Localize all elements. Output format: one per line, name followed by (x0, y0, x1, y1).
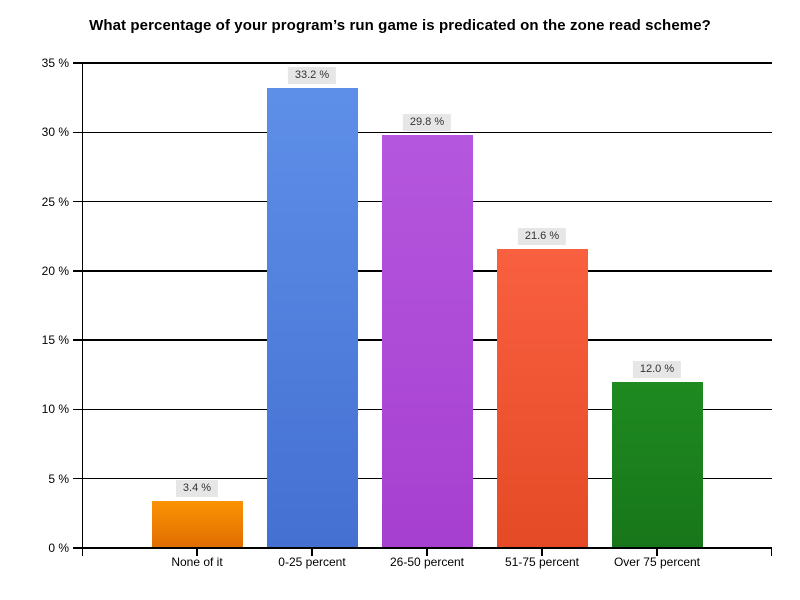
y-axis-tick (73, 131, 82, 134)
y-axis-tick (73, 270, 82, 272)
plot-area: 3.4 % 33.2 % 29.8 % 21.6 % 12.0 % (82, 62, 772, 549)
x-axis-tick (541, 549, 543, 556)
x-axis-end-tick (770, 549, 772, 556)
x-axis-tick (196, 549, 198, 556)
gridline (82, 547, 772, 549)
x-tick-label: 51-75 percent (504, 555, 580, 569)
bar-value-label: 33.2 % (287, 66, 337, 84)
y-axis-tick (73, 408, 82, 411)
y-axis-tick (73, 477, 82, 480)
bar-value-label: 12.0 % (632, 360, 682, 378)
y-tick-label: 30 % (41, 125, 69, 140)
bar-value-label: 29.8 % (402, 114, 452, 132)
x-tick-label: Over 75 percent (613, 555, 701, 569)
bar (151, 500, 243, 548)
y-tick-label: 25 % (41, 194, 69, 209)
bar (381, 135, 473, 548)
y-axis-tick (73, 547, 82, 549)
bar (496, 248, 588, 548)
bar-value-label: 21.6 % (517, 227, 567, 245)
chart-title: What percentage of your program’s run ga… (89, 17, 711, 34)
y-axis-line (81, 63, 83, 556)
y-axis-tick (73, 339, 82, 341)
y-tick-label: 35 % (41, 56, 69, 70)
y-tick-label: 5 % (48, 471, 69, 486)
y-axis-tick (73, 62, 82, 64)
y-tick-label: 15 % (41, 333, 69, 348)
y-tick-label: 20 % (41, 263, 69, 278)
gridline (82, 131, 772, 134)
x-axis-tick (311, 549, 313, 556)
x-tick-label: 0-25 percent (278, 555, 346, 569)
x-tick-label: None of it (171, 555, 223, 569)
x-tick-label: 26-50 percent (389, 555, 465, 569)
bar-value-label: 3.4 % (175, 479, 219, 497)
bar (611, 381, 703, 548)
gridline (82, 62, 772, 64)
bar (266, 87, 358, 548)
y-axis-tick (73, 200, 82, 203)
y-tick-label: 10 % (41, 402, 69, 417)
y-tick-label: 0 % (48, 541, 69, 555)
x-axis-tick (426, 549, 428, 556)
x-axis-tick (656, 549, 658, 556)
